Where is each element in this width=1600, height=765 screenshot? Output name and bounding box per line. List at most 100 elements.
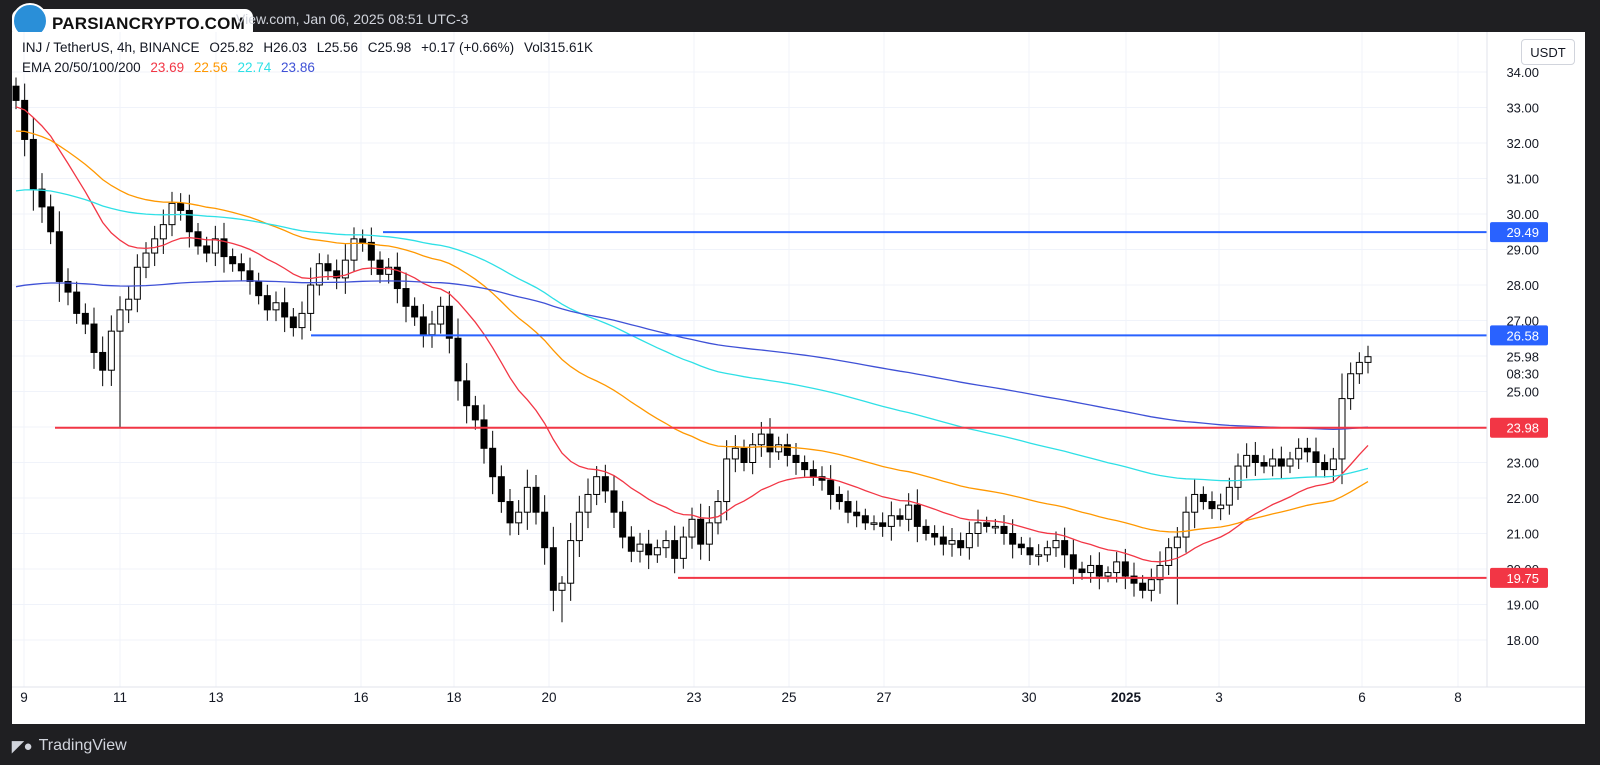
candle-body: [1017, 543, 1025, 549]
candle: [1173, 527, 1181, 605]
chart-panel[interactable]: 18.0019.0020.0021.0022.0023.0024.0025.00…: [12, 32, 1585, 724]
candle: [47, 194, 55, 245]
candle-body: [281, 302, 289, 318]
candle-body: [1355, 361, 1363, 375]
price-tag[interactable]: 23.98: [1490, 417, 1548, 438]
price-tag[interactable]: 29.49: [1490, 222, 1548, 243]
candle-body: [506, 501, 514, 524]
candle-body: [1217, 504, 1225, 510]
candle: [359, 229, 367, 252]
candle: [1364, 345, 1372, 374]
candle: [90, 307, 98, 369]
candle-body: [454, 337, 462, 382]
candle: [159, 209, 167, 254]
candle: [133, 254, 141, 313]
candle: [333, 259, 341, 290]
candle-body: [567, 540, 575, 584]
candle: [1139, 575, 1147, 599]
candle-body: [887, 515, 895, 527]
candle: [289, 308, 297, 337]
x-tick-label: 27: [876, 690, 891, 705]
candle: [246, 257, 254, 295]
candle: [1043, 540, 1051, 562]
candle: [1078, 561, 1086, 580]
candle-body: [151, 238, 159, 254]
candle-body: [419, 316, 427, 336]
x-tick-label: 6: [1358, 690, 1366, 705]
currency-button[interactable]: USDT: [1521, 39, 1575, 65]
candle: [55, 211, 63, 302]
candle-body: [1165, 547, 1173, 566]
candle-body: [749, 444, 757, 463]
ema20-line: [15, 106, 1369, 563]
candle-body: [29, 138, 37, 190]
candle-body: [775, 444, 783, 453]
candle-body: [896, 515, 904, 520]
y-tick-label: 34.00: [1506, 65, 1539, 80]
candle-body: [705, 522, 713, 545]
price-tag[interactable]: 25.98 08:30: [1490, 346, 1548, 385]
candle-body: [983, 522, 991, 527]
candle: [766, 418, 774, 468]
candle: [619, 500, 627, 549]
candle: [445, 291, 453, 354]
candle-body: [437, 305, 445, 325]
price-tag[interactable]: 26.58: [1490, 325, 1548, 346]
candle: [515, 500, 523, 535]
candle: [965, 521, 973, 560]
candle-body: [922, 525, 930, 534]
candle: [220, 222, 228, 273]
candle-body: [1035, 554, 1043, 557]
candle: [974, 509, 982, 547]
candle: [593, 466, 601, 506]
candle-body: [1199, 493, 1207, 503]
candle-body: [428, 323, 436, 336]
x-tick-label: 16: [353, 690, 368, 705]
candle: [809, 460, 817, 486]
candle-body: [116, 309, 124, 332]
candle-body: [1173, 536, 1181, 549]
candle: [1035, 544, 1043, 566]
candle: [1191, 478, 1199, 529]
candle: [29, 117, 37, 211]
candle: [567, 522, 575, 601]
candle-body: [575, 511, 583, 542]
ema-legend[interactable]: EMA 20/50/100/200 23.69 22.56 22.74 23.8…: [22, 60, 321, 75]
candlestick-chart[interactable]: 18.0019.0020.0021.0022.0023.0024.0025.00…: [12, 32, 1585, 724]
candle-body: [1225, 486, 1233, 506]
candle: [350, 227, 358, 272]
candle-body: [671, 540, 679, 559]
candle-body: [272, 302, 280, 311]
footer-bar: [0, 732, 1600, 765]
candle: [827, 465, 835, 510]
candle: [263, 284, 271, 321]
candle: [1260, 455, 1268, 474]
candle: [376, 251, 384, 284]
candle-body: [1156, 564, 1164, 581]
tradingview-logo[interactable]: ◤● TradingView: [12, 737, 127, 755]
candle-body: [541, 511, 549, 549]
candle: [385, 258, 393, 284]
candle: [1104, 566, 1112, 583]
candle: [480, 404, 488, 464]
candle: [12, 77, 20, 110]
candle-body: [55, 231, 63, 282]
candle: [21, 83, 29, 157]
candle-body: [1243, 454, 1251, 467]
candle-body: [740, 447, 748, 463]
symbol-name[interactable]: INJ / TetherUS, 4h, BINANCE: [22, 40, 200, 55]
candle: [73, 281, 81, 324]
candle: [905, 493, 913, 532]
candle: [1303, 437, 1311, 463]
x-tick-label: 9: [20, 690, 28, 705]
candle: [1295, 438, 1303, 469]
candle-body: [714, 501, 722, 524]
candle-body: [957, 540, 965, 549]
candle: [1277, 446, 1285, 479]
candle-body: [497, 476, 505, 503]
candle: [419, 304, 427, 348]
candle: [983, 516, 991, 533]
price-tag[interactable]: 19.75: [1490, 567, 1548, 588]
candle: [1156, 551, 1164, 594]
candle: [38, 173, 46, 223]
